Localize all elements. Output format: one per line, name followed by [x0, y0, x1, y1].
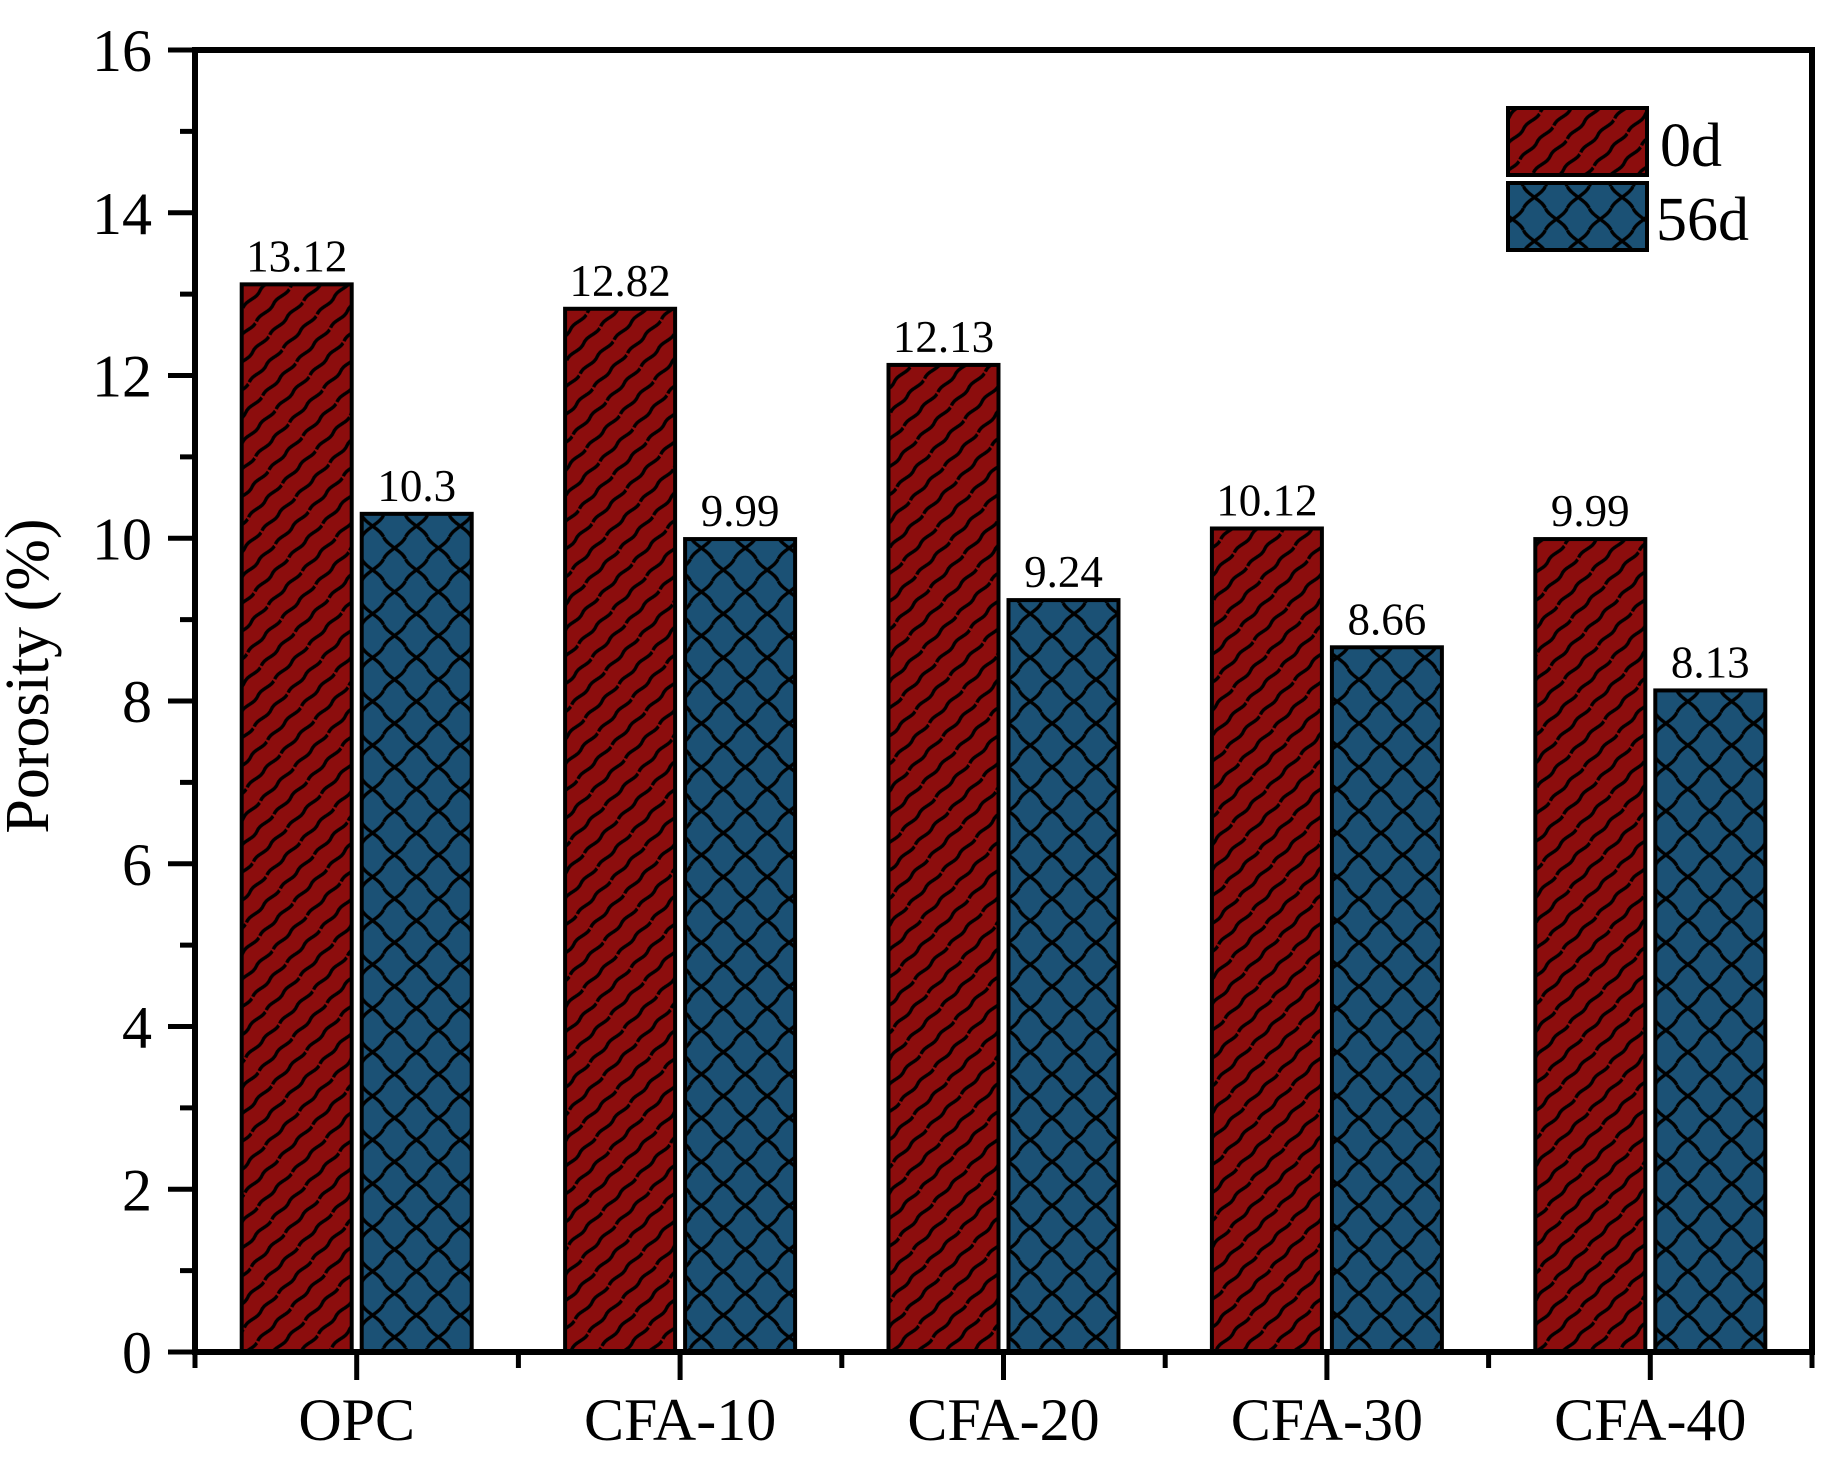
y-tick-label: 8	[122, 669, 152, 735]
plot-frame	[192, 47, 1815, 1355]
x-category-label: OPC	[298, 1387, 415, 1453]
y-tick-label: 14	[92, 181, 152, 247]
legend: 0d 56d	[1506, 106, 1749, 254]
bar-value-label: 12.13	[893, 312, 994, 362]
bar-value-labels: 13.12 12.82 12.13 10.12 9.99 10.3 9.99 9.24 8.66…	[246, 231, 1750, 687]
y-tick-label: 10	[92, 506, 152, 572]
x-category-label: CFA-30	[1231, 1387, 1423, 1453]
bar-value-label: 8.13	[1671, 637, 1750, 687]
bar-56d-OPC	[359, 511, 474, 1354]
y-tick-label: 16	[92, 18, 152, 84]
bar-0d-CFA-20	[886, 362, 1001, 1354]
bar-56d-CFA-10	[683, 537, 798, 1354]
bar-0d-CFA-30	[1209, 526, 1324, 1354]
legend-swatch-0d	[1506, 106, 1649, 177]
y-tick-label: 12	[92, 344, 152, 410]
y-tick-label: 0	[122, 1320, 152, 1386]
legend-label-56d: 56d	[1656, 186, 1749, 254]
bar-56d-CFA-30	[1329, 645, 1444, 1354]
bar-value-label: 8.66	[1348, 594, 1427, 644]
bar-0d-OPC	[239, 282, 354, 1354]
bar-value-label: 12.82	[569, 256, 670, 306]
y-tick-label: 2	[122, 1157, 152, 1223]
x-category-label: CFA-10	[584, 1387, 776, 1453]
y-tick-label: 6	[122, 832, 152, 898]
bars	[239, 282, 1768, 1355]
y-tick-label: 4	[122, 995, 152, 1061]
axis-tick-labels: 0 2 4 6 8 10 12 14 16 OPC CFA-10 CFA-20 CFA-30 CFA-40	[92, 18, 1746, 1453]
bar-value-label: 13.12	[246, 231, 347, 281]
legend-label-0d: 0d	[1660, 112, 1722, 180]
bar-value-label: 9.99	[1551, 486, 1630, 536]
bar-value-label: 9.99	[701, 486, 780, 536]
bar-56d-CFA-20	[1006, 598, 1121, 1354]
bar-value-label: 10.3	[377, 461, 456, 511]
bar-0d-CFA-10	[563, 306, 678, 1355]
x-category-label: CFA-20	[907, 1387, 1099, 1453]
bar-value-label: 9.24	[1024, 547, 1103, 597]
bar-value-label: 10.12	[1216, 475, 1317, 525]
bar-0d-CFA-40	[1533, 537, 1648, 1354]
x-category-label: CFA-40	[1554, 1387, 1746, 1453]
bar-56d-CFA-40	[1653, 688, 1768, 1354]
y-axis-title: Porosity (%)	[0, 518, 62, 833]
legend-swatch-56d	[1506, 181, 1649, 252]
